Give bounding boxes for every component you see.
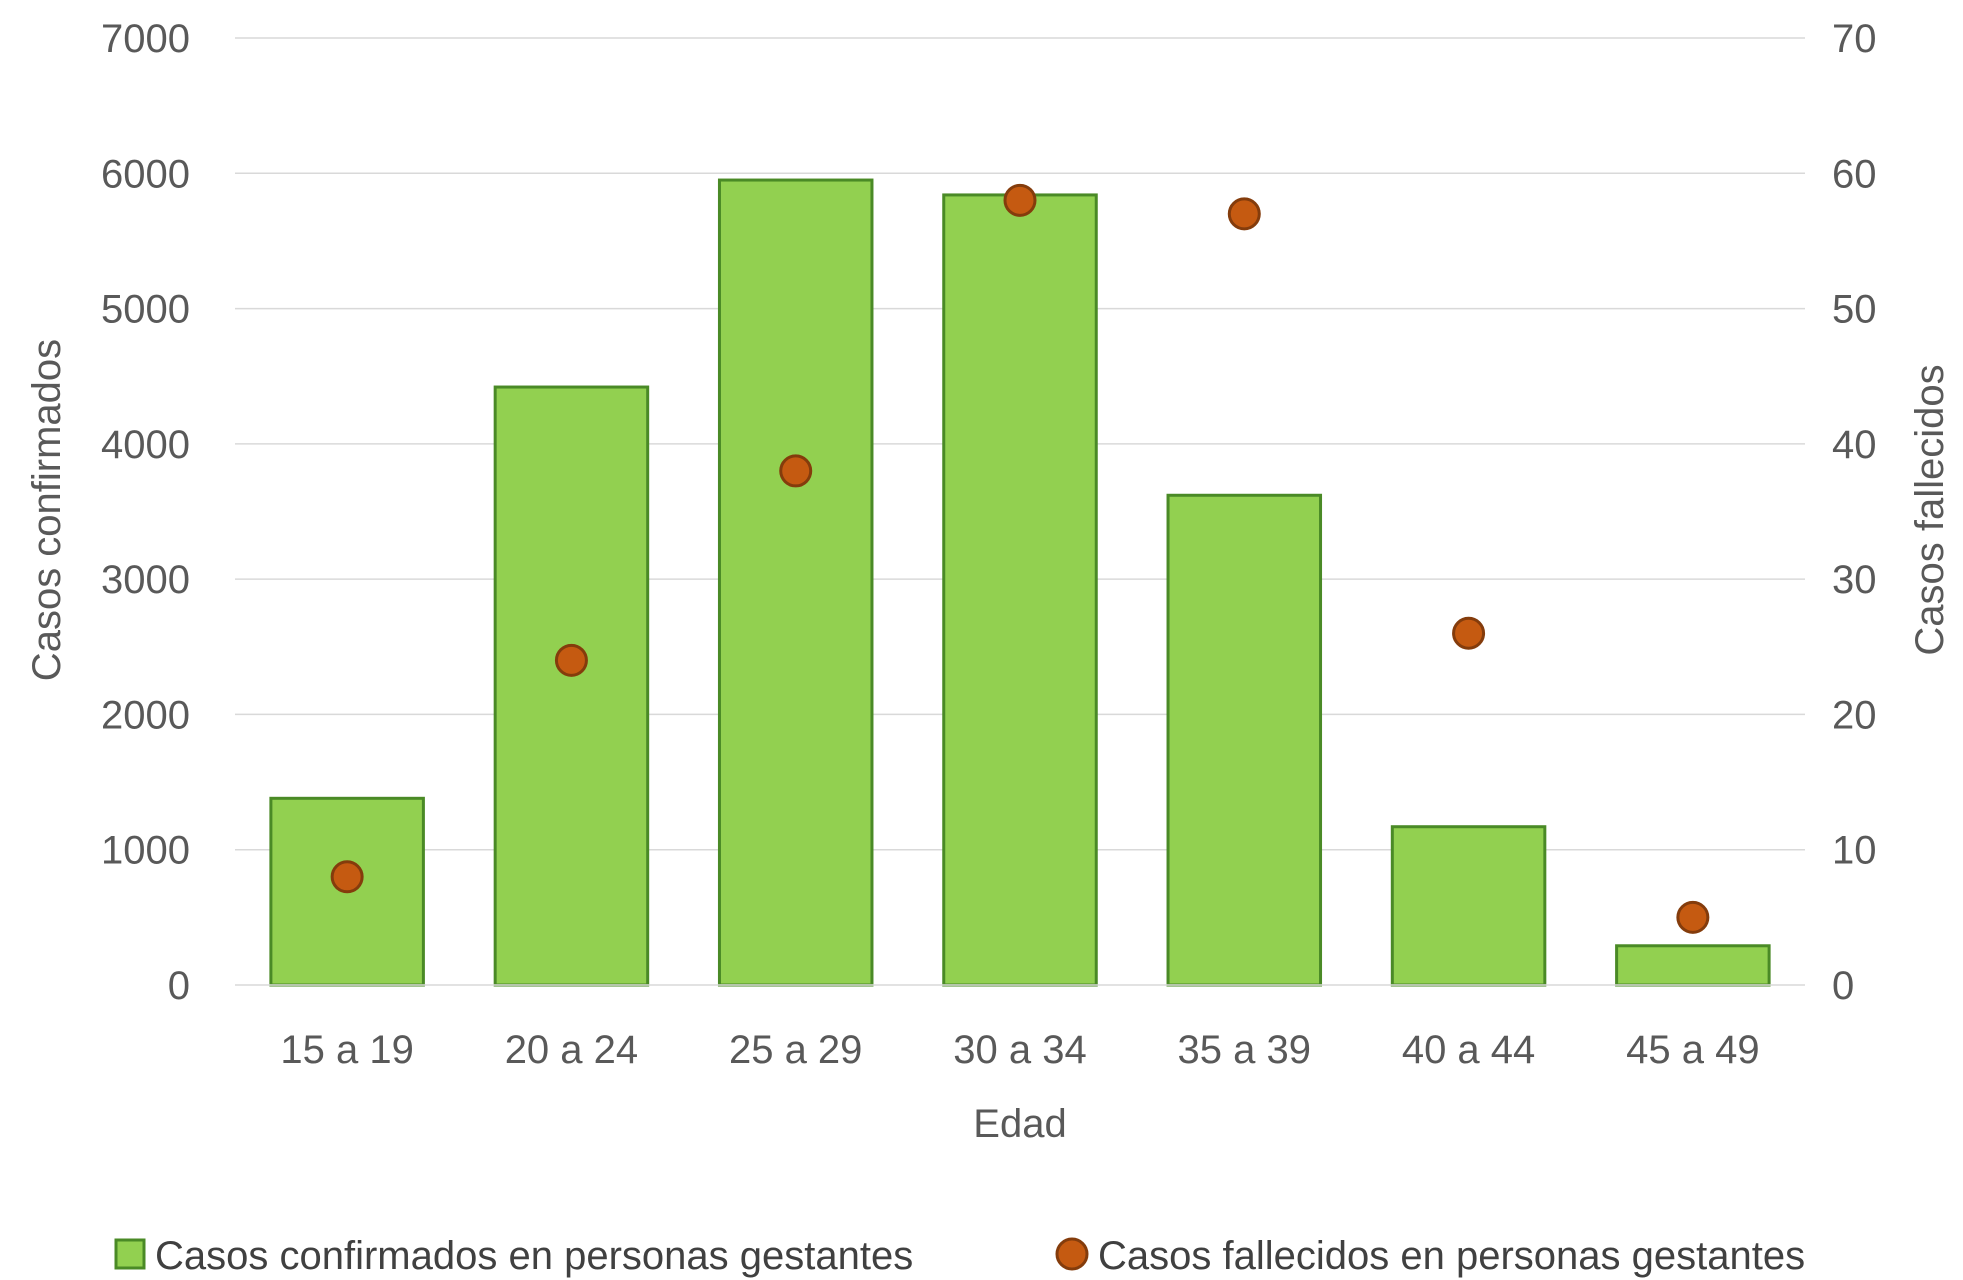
x-tick-label: 35 a 39: [1178, 1028, 1311, 1072]
y-tick-label: 7000: [101, 17, 190, 61]
point: [1676, 900, 1710, 934]
y2-tick-label: 0: [1832, 964, 1854, 1008]
bar: [1615, 944, 1771, 987]
x-tick-label: 30 a 34: [953, 1028, 1086, 1072]
y2-axis-title: Casos fallecidos: [1908, 364, 1952, 655]
point: [1452, 616, 1486, 650]
point: [779, 454, 813, 488]
y-tick-label: 3000: [101, 558, 190, 602]
y-tick-label: 4000: [101, 423, 190, 467]
right-axis-ticks: 0 10 20 30 40 50 60 70: [1832, 17, 1877, 1008]
point: [1003, 183, 1037, 217]
bar: [493, 385, 650, 987]
legend-label-dot: Casos fallecidos en personas gestantes: [1098, 1234, 1805, 1278]
left-axis-ticks: 0 1000 2000 3000 4000 5000 6000 7000: [101, 17, 190, 1008]
bars: [269, 178, 1771, 987]
x-tick-label: 15 a 19: [280, 1028, 413, 1072]
x-tick-label: 45 a 49: [1626, 1028, 1759, 1072]
x-axis-title: Edad: [973, 1102, 1066, 1146]
point: [554, 643, 588, 677]
legend: Casos confirmados en personas gestantes …: [114, 1234, 1805, 1278]
x-tick-label: 20 a 24: [505, 1028, 638, 1072]
legend-swatch-bar: [114, 1238, 146, 1270]
y2-tick-label: 20: [1832, 693, 1877, 737]
bar: [1390, 825, 1547, 987]
x-axis-ticks: 15 a 19 20 a 24 25 a 29 30 a 34 35 a 39 40 a …: [280, 1028, 1759, 1072]
point: [330, 860, 364, 894]
legend-label-bar: Casos confirmados en personas gestantes: [155, 1234, 913, 1278]
y2-tick-label: 60: [1832, 152, 1877, 196]
y-tick-label: 2000: [101, 693, 190, 737]
point: [1227, 197, 1261, 231]
y2-tick-label: 50: [1832, 288, 1877, 332]
y2-tick-label: 30: [1832, 558, 1877, 602]
y-tick-label: 0: [168, 964, 190, 1008]
y2-tick-label: 10: [1832, 829, 1877, 873]
y-axis-title: Casos confirmados: [25, 339, 69, 681]
bar: [717, 178, 874, 987]
y2-tick-label: 40: [1832, 423, 1877, 467]
y-tick-label: 1000: [101, 829, 190, 873]
legend-swatch-dot: [1055, 1237, 1089, 1271]
x-tick-label: 40 a 44: [1402, 1028, 1535, 1072]
y-tick-label: 5000: [101, 288, 190, 332]
points: [330, 183, 1710, 934]
x-tick-label: 25 a 29: [729, 1028, 862, 1072]
bar: [1166, 493, 1323, 987]
y-tick-label: 6000: [101, 152, 190, 196]
bar: [942, 193, 1098, 987]
y2-tick-label: 70: [1832, 17, 1877, 61]
